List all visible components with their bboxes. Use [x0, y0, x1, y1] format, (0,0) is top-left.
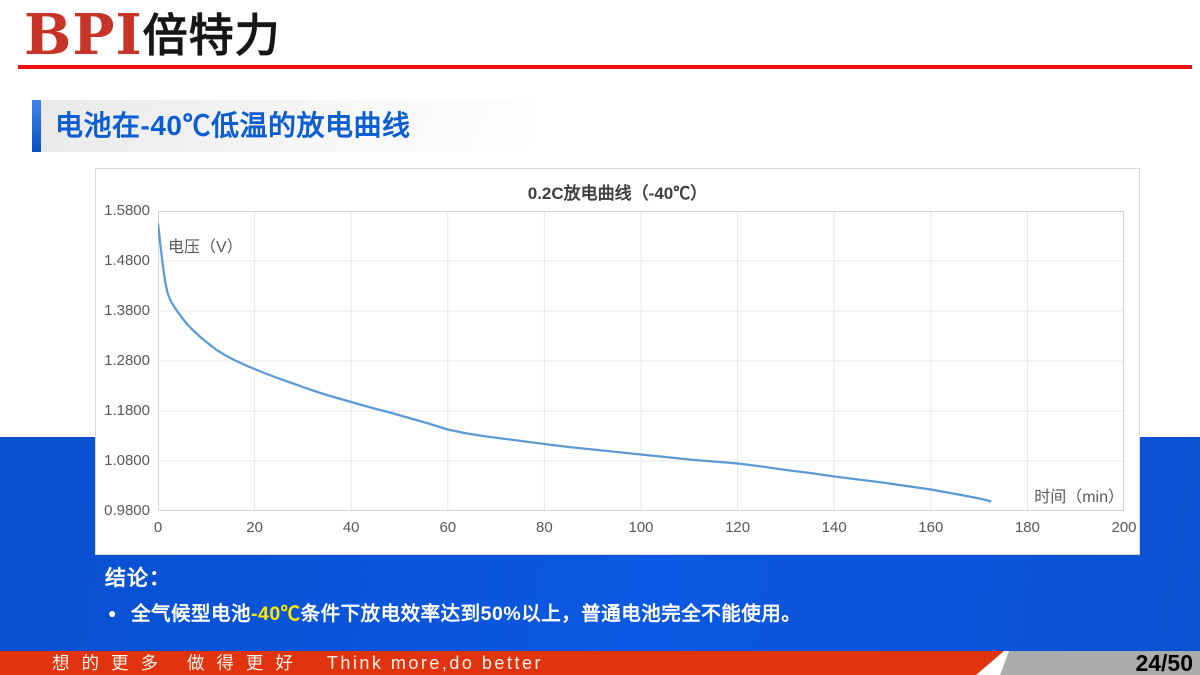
x-tick-label: 160 [918, 519, 944, 536]
x-tick-label: 60 [439, 519, 457, 536]
title-accent-bar [32, 100, 41, 152]
discharge-curve-plot [158, 211, 1124, 511]
chart-card: 0.2C放电曲线（-40℃） 1.5800 1.4800 1.3800 1.2800 1… [95, 168, 1140, 555]
x-tick-label: 0 [153, 519, 163, 536]
x-tick-label: 140 [821, 519, 847, 536]
footer-slogans: 想的更多 做得更好 Think more,do better [52, 651, 543, 675]
y-tick-label: 1.2800 [104, 352, 150, 369]
conclusion-bullet: ● 全气候型电池-40℃条件下放电效率达到50%以上，普通电池完全不能使用。 [108, 597, 801, 626]
header-divider [18, 65, 1192, 69]
bullet-icon: ● [108, 605, 117, 621]
x-tick-label: 180 [1014, 519, 1040, 536]
company-logo: BPI倍特力 [24, 6, 281, 64]
x-tick-label: 100 [628, 519, 654, 536]
x-tick-label: 200 [1111, 519, 1137, 536]
conclusion-heading: 结论： [105, 567, 171, 590]
logo-text-en: BPI [24, 2, 143, 68]
y-tick-label: 0.9800 [104, 502, 150, 519]
page-number: 24/50 [1135, 650, 1193, 675]
conclusion-text-highlight: -40℃ [250, 603, 301, 625]
conclusion-text-suffix: 条件下放电效率达到50%以上，普通电池完全不能使用。 [300, 603, 802, 625]
page-title: 电池在-40℃低温的放电曲线 [55, 110, 411, 141]
chart-title: 0.2C放电曲线（-40℃） [527, 184, 708, 203]
y-axis-title: 电压（V） [168, 239, 243, 256]
x-tick-label: 80 [536, 519, 553, 536]
x-tick-label: 20 [246, 519, 263, 536]
y-tick-label: 1.5800 [104, 202, 150, 219]
footer-slogan-en: Think more,do better [326, 653, 543, 673]
y-tick-label: 1.4800 [104, 252, 150, 269]
x-tick-label: 40 [342, 519, 360, 536]
x-tick-label: 120 [725, 519, 751, 536]
logo-text-cn: 倍特力 [142, 10, 281, 61]
y-tick-label: 1.1800 [104, 402, 150, 419]
footer-corner-gray [1000, 651, 1200, 675]
footer-bar: 想的更多 做得更好 Think more,do better 24/50 [0, 651, 1200, 675]
y-tick-label: 1.0800 [104, 452, 150, 469]
x-axis-title: 时间（min） [1034, 489, 1124, 506]
footer-slogan-cn: 想的更多 做得更好 [52, 653, 305, 673]
y-tick-label: 1.3800 [104, 302, 150, 319]
slide-title-block: 电池在-40℃低温的放电曲线 [32, 100, 532, 152]
conclusion-text-prefix: 全气候型电池 [130, 603, 251, 625]
